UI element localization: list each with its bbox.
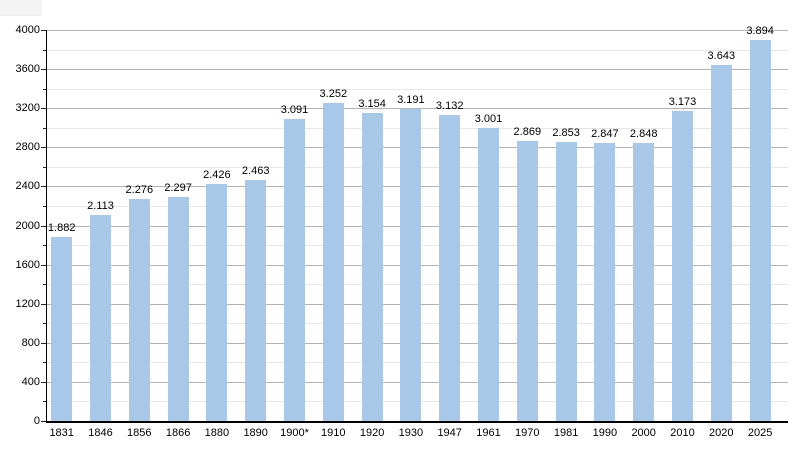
bar xyxy=(749,40,771,421)
bar-value-label: 2.869 xyxy=(513,125,542,138)
bar-value-label: 1.882 xyxy=(47,222,76,234)
y-tick-label: 3600 xyxy=(15,63,40,76)
bar xyxy=(555,142,577,421)
y-tick xyxy=(41,264,47,266)
y-tick-label: 0 xyxy=(33,415,40,427)
bar xyxy=(361,112,383,421)
bar-value-label: 3.132 xyxy=(435,99,464,112)
y-tick xyxy=(41,225,47,227)
y-tick xyxy=(41,69,47,71)
bar xyxy=(633,142,655,421)
y-tick xyxy=(43,362,47,364)
y-tick-label: 2400 xyxy=(15,180,40,193)
x-axis-line xyxy=(46,421,788,423)
x-tick-label: 1990 xyxy=(592,427,618,439)
bar-value-label: 3.643 xyxy=(707,49,736,62)
y-tick-label: 2000 xyxy=(15,219,40,232)
y-tick xyxy=(43,166,47,168)
x-tick-label: 1947 xyxy=(437,427,462,439)
x-tick-label: 1831 xyxy=(49,427,74,439)
x-tick-label: 2000 xyxy=(631,427,656,439)
bar-value-label: 2.463 xyxy=(241,165,270,178)
bar-value-label: 2.426 xyxy=(203,168,231,181)
y-tick-label: 1600 xyxy=(15,258,40,271)
bar xyxy=(478,127,499,421)
bar-value-label: 2.276 xyxy=(125,183,154,196)
y-tick-label: 800 xyxy=(21,336,40,349)
bar-value-label: 2.113 xyxy=(87,199,114,212)
gridline xyxy=(47,88,788,90)
x-tick-label: 2025 xyxy=(747,427,773,439)
gridline xyxy=(47,69,788,71)
x-tick-label: 1961 xyxy=(476,427,501,439)
bar xyxy=(206,183,228,421)
y-tick xyxy=(43,88,47,90)
y-tick xyxy=(41,421,47,422)
bar-value-label: 3.001 xyxy=(474,112,503,125)
bar xyxy=(51,237,73,421)
y-tick xyxy=(41,342,47,344)
y-tick-label: 4000 xyxy=(15,24,40,36)
bar-value-label: 3.173 xyxy=(668,95,697,108)
y-tick xyxy=(43,401,47,403)
y-tick xyxy=(43,323,47,325)
x-tick-label: 1856 xyxy=(127,427,152,439)
bar xyxy=(710,64,732,421)
y-tick xyxy=(41,303,47,305)
x-tick-label: 1930 xyxy=(398,427,424,439)
x-tick-label: 1866 xyxy=(165,427,191,439)
bar xyxy=(128,198,150,421)
y-tick xyxy=(41,186,47,188)
x-tick-label: 1846 xyxy=(88,427,113,439)
bar xyxy=(245,180,267,421)
bar-value-label: 3.894 xyxy=(746,25,774,38)
y-tick-label: 1200 xyxy=(15,297,40,310)
x-tick-label: 1920 xyxy=(359,427,385,439)
y-tick xyxy=(43,49,47,51)
bar-value-label: 3.091 xyxy=(280,103,309,116)
corner-artifact xyxy=(0,0,42,16)
x-tick-label: 1890 xyxy=(243,427,268,439)
y-tick-label: 400 xyxy=(21,375,40,388)
x-tick-label: 2020 xyxy=(709,427,734,439)
gridline xyxy=(47,108,788,110)
bar xyxy=(167,196,189,421)
y-tick xyxy=(43,127,47,129)
y-tick xyxy=(41,147,47,149)
bar xyxy=(672,110,693,421)
bar-value-label: 3.154 xyxy=(358,97,386,110)
bar xyxy=(284,118,305,421)
bar xyxy=(594,142,616,421)
gridline xyxy=(47,49,788,51)
bar-value-label: 2.297 xyxy=(164,181,192,194)
bar xyxy=(90,214,111,421)
x-tick-label: 1981 xyxy=(553,427,579,439)
y-tick xyxy=(43,245,47,247)
gridline xyxy=(47,30,788,31)
bar-value-label: 2.847 xyxy=(591,127,619,140)
bar-value-label: 3.191 xyxy=(397,94,425,107)
y-axis-line xyxy=(46,30,47,422)
bar xyxy=(439,114,461,421)
bar-value-label: 2.848 xyxy=(629,127,658,140)
y-tick-label: 2800 xyxy=(15,141,40,154)
x-tick-label: 2010 xyxy=(670,427,695,439)
x-tick-label: 1900* xyxy=(280,427,309,439)
bar xyxy=(400,109,422,421)
y-tick xyxy=(43,206,47,207)
x-tick-label: 1910 xyxy=(321,427,346,439)
y-tick xyxy=(41,108,47,110)
x-tick-label: 1880 xyxy=(204,427,230,439)
y-tick xyxy=(43,284,47,286)
y-tick xyxy=(41,30,47,31)
y-tick xyxy=(41,381,47,383)
y-tick-label: 3200 xyxy=(15,102,40,115)
bar-value-label: 2.853 xyxy=(552,127,580,140)
bar xyxy=(322,103,344,421)
x-tick-label: 1970 xyxy=(515,427,540,439)
bar xyxy=(516,140,538,421)
bar-value-label: 3.252 xyxy=(319,88,348,101)
